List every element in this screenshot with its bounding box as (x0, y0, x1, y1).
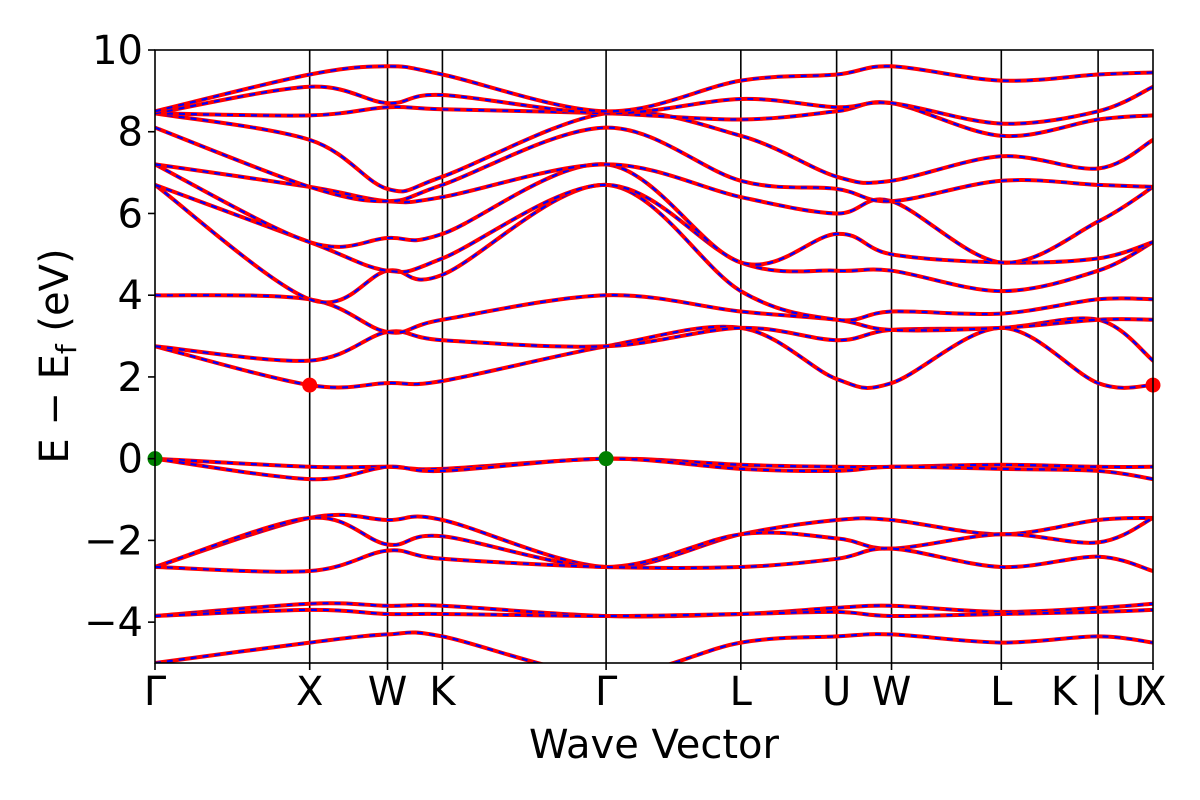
plot-frame (154, 49, 1154, 664)
x-tick-label-1: X (296, 669, 323, 715)
band-line-dashed-17 (155, 85, 1153, 125)
y-tick-label-7: 10 (92, 28, 143, 74)
x-axis-label: Wave Vector (529, 722, 780, 768)
band-line-dashed-1 (155, 608, 1153, 618)
vbm-marker-1 (598, 451, 614, 467)
x-tick-label-4: Γ (595, 669, 618, 715)
x-tick-label-7: W (872, 669, 912, 715)
band-line-dashed-19 (155, 631, 1153, 663)
y-tick-label-0: −4 (84, 600, 143, 646)
band-line-dashed-13 (155, 163, 1153, 264)
x-tick-label-10: X (1139, 669, 1166, 715)
band-line-dashed-10 (155, 183, 1153, 322)
band-line-dashed-18 (155, 65, 1153, 113)
band-lines (155, 64, 1153, 663)
y-tick-label-3: 2 (118, 355, 143, 401)
x-tick-label-6: U (822, 669, 851, 715)
y-axis-label-unit: (eV) (32, 248, 78, 344)
x-tick-label-5: L (730, 669, 753, 715)
y-tick-label-1: −2 (84, 518, 143, 564)
y-axis-label-main: E − E (32, 354, 78, 464)
y-tick-label-6: 8 (118, 110, 143, 156)
band-line-dashed-5 (155, 457, 1153, 471)
x-tick-label-0: Γ (144, 669, 167, 715)
y-axis-ticks: −4 −2 0 2 4 6 8 10 (84, 28, 155, 646)
band-line-dashed-14 (155, 126, 1153, 203)
band-line-dashed-6 (155, 457, 1153, 481)
y-tick-label-4: 4 (118, 273, 143, 319)
band-line-dashed-11 (155, 183, 1153, 293)
band-line-dashed-4 (155, 547, 1153, 573)
y-tick-label-2: 0 (118, 437, 143, 483)
cbm-marker-2 (302, 377, 318, 393)
x-tick-label-2: W (368, 669, 408, 715)
band-line-dashed-9 (155, 294, 1153, 334)
x-tick-label-3: K (429, 669, 457, 715)
x-tick-label-9: K | U (1051, 669, 1145, 715)
band-line-dashed-3 (155, 516, 1153, 569)
y-tick-label-5: 6 (118, 191, 143, 237)
band-line-dashed-15 (155, 110, 1153, 193)
band-line-dashed-16 (155, 101, 1153, 138)
kpoint-divider-lines (308, 50, 1099, 663)
band-line-dashed-7 (155, 325, 1153, 390)
y-axis-label-subscript: f (50, 343, 83, 354)
y-axis-label: E − Ef (eV) (32, 248, 83, 463)
x-tick-label-8: L (990, 669, 1013, 715)
